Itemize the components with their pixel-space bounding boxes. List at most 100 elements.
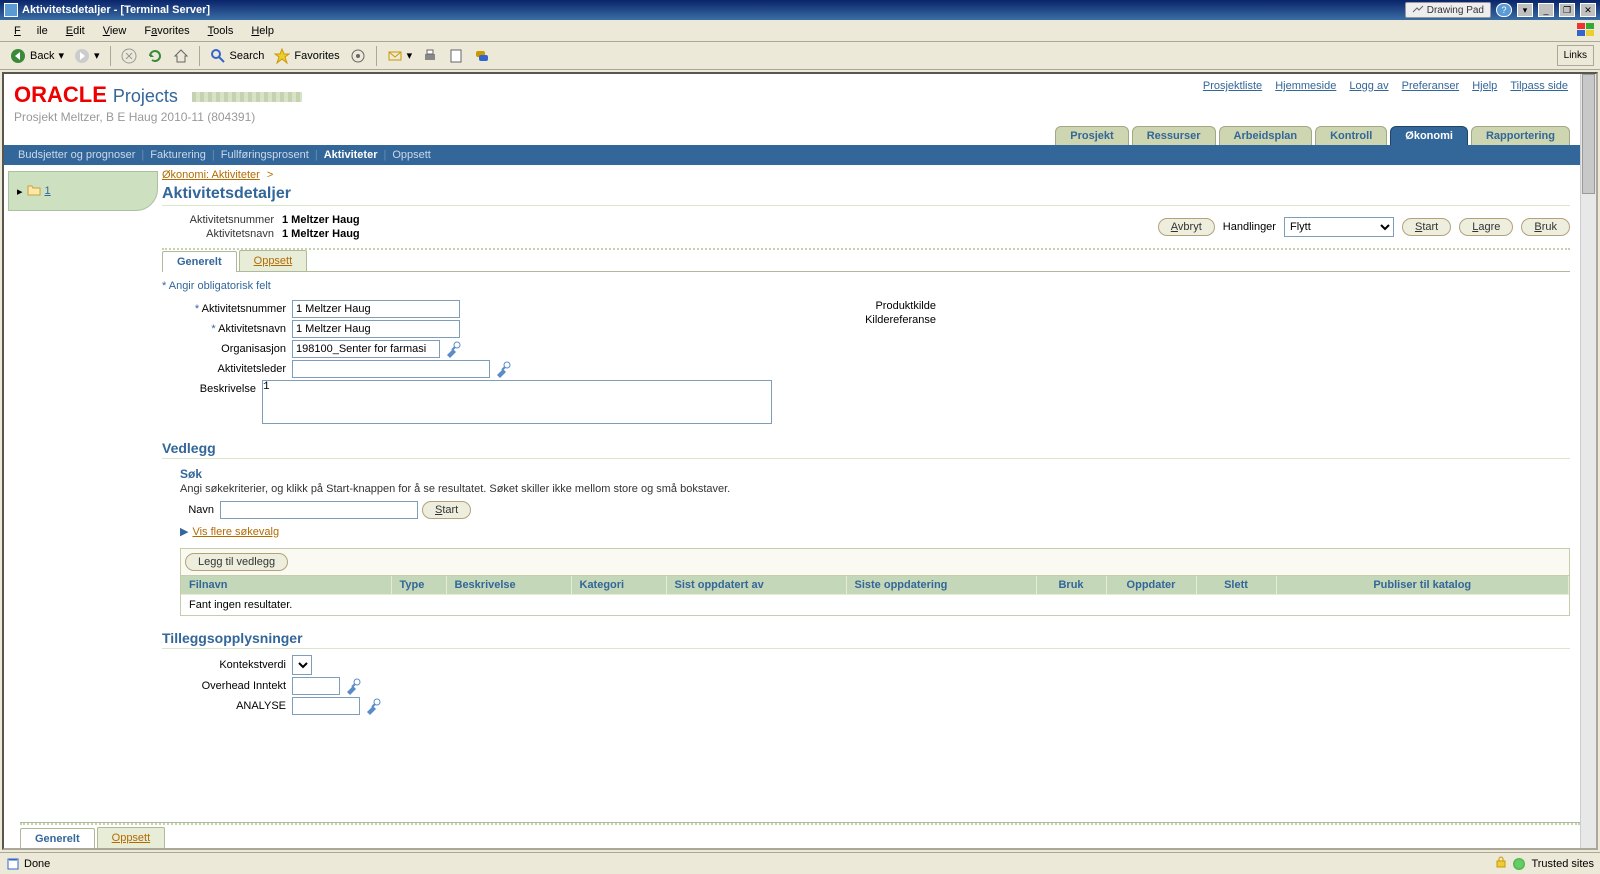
bottom-subtab-oppsett[interactable]: Oppsett	[97, 827, 166, 848]
expand-icon[interactable]: ▶	[180, 525, 188, 538]
breadcrumb-parent[interactable]: Økonomi: Aktiviteter	[162, 169, 260, 181]
tab-ressurser[interactable]: Ressurser	[1132, 126, 1216, 145]
link-tilpass-side[interactable]: Tilpass side	[1510, 80, 1568, 92]
vis-flere-link[interactable]: Vis flere søkevalg	[192, 526, 279, 538]
maximize-button[interactable]: ❐	[1559, 3, 1575, 17]
menu-favorites[interactable]: Favorites	[136, 23, 197, 39]
fld-aktivitetsnummer-input[interactable]	[292, 300, 460, 318]
lock-icon	[1495, 856, 1507, 871]
menu-edit[interactable]: Edit	[58, 23, 93, 39]
col-sist-av[interactable]: Sist oppdatert av	[666, 576, 846, 595]
col-publiser[interactable]: Publiser til katalog	[1276, 576, 1569, 595]
organisasjon-lov-icon[interactable]	[444, 340, 462, 358]
fld-organisasjon-input[interactable]	[292, 340, 440, 358]
menu-file[interactable]: File	[6, 23, 56, 39]
menu-tools[interactable]: Tools	[200, 23, 242, 39]
handlinger-select[interactable]: Flytt	[1284, 217, 1394, 237]
scrollbar-track[interactable]	[1580, 74, 1596, 848]
avbryt-button[interactable]: Avbryt	[1158, 218, 1215, 236]
menu-help[interactable]: Help	[243, 23, 282, 39]
fld-aktivitetsleder-input[interactable]	[292, 360, 490, 378]
favorites-button[interactable]: Favorites	[270, 46, 343, 66]
project-subtitle: Prosjekt Meltzer, B E Haug 2010-11 (8043…	[14, 110, 1570, 124]
fld-aktivitetsnavn-lbl: * Aktivitetsnavn	[162, 323, 292, 335]
forward-button[interactable]: ▾	[70, 46, 104, 66]
tab-kontroll[interactable]: Kontroll	[1315, 126, 1387, 145]
back-button[interactable]: Back ▾	[6, 46, 68, 66]
links-label[interactable]: Links	[1557, 45, 1594, 66]
star-icon	[274, 48, 290, 64]
col-oppdater[interactable]: Oppdater	[1106, 576, 1196, 595]
search-button[interactable]: Search	[206, 46, 269, 66]
nav-budsjett[interactable]: Budsjetter og prognoser	[18, 149, 135, 161]
sok-start-button[interactable]: Start	[422, 501, 471, 519]
tab-arbeidsplan[interactable]: Arbeidsplan	[1219, 126, 1313, 145]
lagre-button[interactable]: Lagre	[1459, 218, 1513, 236]
discuss-button[interactable]	[470, 46, 494, 66]
nav-fullforing[interactable]: Fullføringsprosent	[221, 149, 309, 161]
tab-prosjekt[interactable]: Prosjekt	[1055, 126, 1128, 145]
mail-button[interactable]: ▾	[383, 46, 417, 66]
col-type[interactable]: Type	[391, 576, 446, 595]
chevron-icon[interactable]: ▾	[1517, 3, 1533, 17]
legg-til-vedlegg-button[interactable]: Legg til vedlegg	[185, 553, 288, 571]
help-icon[interactable]: ?	[1496, 3, 1512, 17]
overhead-lov-icon[interactable]	[344, 677, 362, 695]
tab-okonomi[interactable]: Økonomi	[1390, 126, 1468, 145]
subtab-oppsett[interactable]: Oppsett	[239, 250, 308, 271]
fld-beskrivelse-input[interactable]: 1	[262, 380, 772, 424]
window-titlebar: Aktivitetsdetaljer - [Terminal Server] D…	[0, 0, 1600, 20]
minimize-button[interactable]: _	[1538, 3, 1554, 17]
edit-button[interactable]	[444, 46, 468, 66]
subtab-generelt[interactable]: Generelt	[162, 251, 237, 272]
tree-box: ▸ 1	[8, 171, 158, 211]
menu-view[interactable]: View	[95, 23, 135, 39]
stop-button[interactable]	[117, 46, 141, 66]
overhead-input[interactable]	[292, 677, 340, 695]
col-beskrivelse[interactable]: Beskrivelse	[446, 576, 571, 595]
nav-oppsett[interactable]: Oppsett	[392, 149, 431, 161]
link-logg-av[interactable]: Logg av	[1349, 80, 1388, 92]
link-hjemmeside[interactable]: Hjemmeside	[1275, 80, 1336, 92]
overhead-lbl: Overhead Inntekt	[162, 680, 292, 692]
bottom-subtab-generelt[interactable]: Generelt	[20, 828, 95, 848]
media-button[interactable]	[346, 46, 370, 66]
analyse-lov-icon[interactable]	[364, 697, 382, 715]
refresh-button[interactable]	[143, 46, 167, 66]
tab-rapportering[interactable]: Rapportering	[1471, 126, 1570, 145]
link-preferanser[interactable]: Preferanser	[1402, 80, 1459, 92]
col-siste-opp[interactable]: Siste oppdatering	[846, 576, 1036, 595]
start-button[interactable]: Start	[1402, 218, 1451, 236]
col-slett[interactable]: Slett	[1196, 576, 1276, 595]
tree-expand-icon[interactable]: ▸	[17, 185, 23, 198]
fld-kildereferanse-lbl: Kildereferanse	[852, 314, 942, 326]
scrollbar-thumb[interactable]	[1582, 74, 1595, 194]
content-frame: ORACLE Projects Prosjekt Meltzer, B E Ha…	[2, 72, 1598, 850]
aktivitetsleder-lov-icon[interactable]	[494, 360, 512, 378]
link-prosjektliste[interactable]: Prosjektliste	[1203, 80, 1262, 92]
col-kategori[interactable]: Kategori	[571, 576, 666, 595]
menubar: File Edit View Favorites Tools Help	[0, 20, 1600, 42]
print-button[interactable]	[418, 46, 442, 66]
sok-navn-lbl: Navn	[180, 504, 220, 516]
oracle-logo: ORACLE	[14, 82, 107, 108]
ie-icon	[4, 3, 18, 17]
sok-navn-input[interactable]	[220, 501, 418, 519]
link-hjelp[interactable]: Hjelp	[1472, 80, 1497, 92]
col-bruk[interactable]: Bruk	[1036, 576, 1106, 595]
refresh-icon	[147, 48, 163, 64]
analyse-input[interactable]	[292, 697, 360, 715]
fld-aktivitetsnummer-lbl: * Aktivitetsnummer	[162, 303, 292, 315]
nav-aktiviteter[interactable]: Aktiviteter	[324, 149, 378, 161]
kontekstverdi-select[interactable]	[292, 655, 312, 675]
nav-fakturering[interactable]: Fakturering	[150, 149, 206, 161]
close-button[interactable]: ✕	[1580, 3, 1596, 17]
home-button[interactable]	[169, 46, 193, 66]
fld-aktivitetsnavn-input[interactable]	[292, 320, 460, 338]
hdr-aktivitetsnummer-lbl: Aktivitetsnummer	[162, 214, 282, 226]
tree-root-link[interactable]: 1	[45, 185, 51, 197]
fld-aktivitetsleder-lbl: Aktivitetsleder	[162, 363, 292, 375]
drawing-pad-button[interactable]: Drawing Pad	[1405, 2, 1491, 18]
bruk-button[interactable]: Bruk	[1521, 218, 1570, 236]
col-filnavn[interactable]: Filnavn	[181, 576, 391, 595]
